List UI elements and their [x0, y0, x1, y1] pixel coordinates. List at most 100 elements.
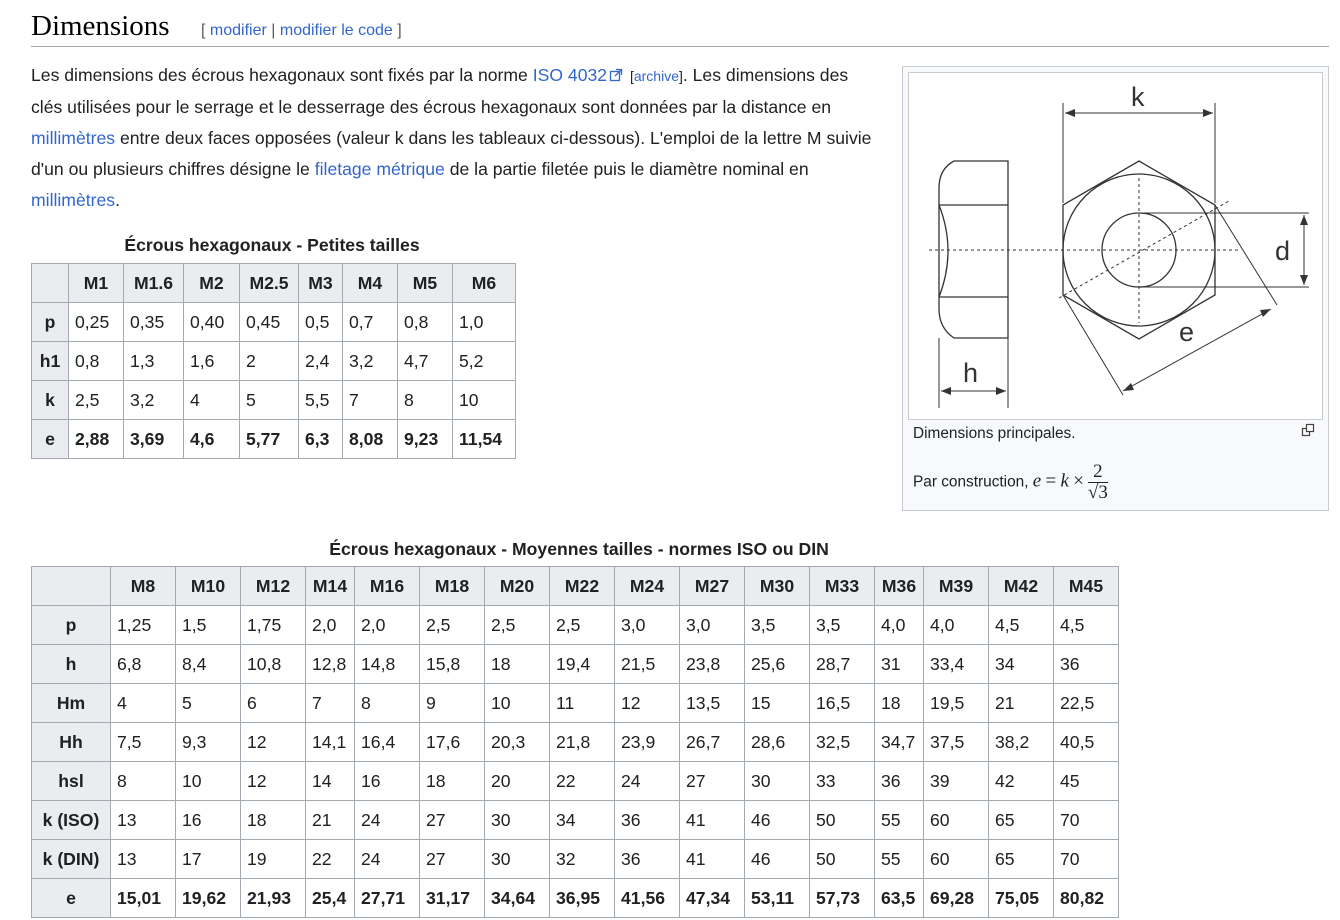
table-cell: 14,8 — [354, 644, 420, 684]
table-cell: 36 — [874, 761, 924, 801]
table-cell: 41 — [679, 800, 745, 840]
row-header: hsl — [31, 761, 111, 801]
table-cell: 8 — [354, 683, 420, 723]
edit-link[interactable]: modifier — [209, 22, 267, 39]
archive-link-wrapper: [archive] — [630, 68, 683, 84]
table-cell: 12 — [240, 722, 306, 762]
table-row: e 2,88 3,69 4,6 5,77 6,3 8,08 9,23 11,54 — [31, 419, 516, 459]
millimetres-link-1[interactable]: millimètres — [31, 128, 116, 148]
column-header: M16 — [354, 566, 420, 606]
archive-link[interactable]: archive — [633, 68, 679, 84]
table-cell: 46 — [744, 839, 810, 879]
table-cell: 0,40 — [183, 302, 240, 342]
table-cell: 18 — [419, 761, 485, 801]
table-cell: 20 — [484, 761, 550, 801]
table-cell: 16,5 — [809, 683, 875, 723]
intro-paragraph: Les dimensions des écrous hexagonaux son… — [31, 60, 876, 216]
table-cell: 60 — [923, 800, 989, 840]
table-cell: 1,3 — [123, 341, 184, 381]
row-header: Hm — [31, 683, 111, 723]
table-row: e 15,01 19,62 21,93 25,4 27,71 31,17 34,64 36,95… — [31, 878, 1119, 918]
nut-diagram[interactable]: k d e h — [908, 72, 1323, 420]
table-cell: 3,0 — [614, 605, 680, 645]
table-cell: 28,6 — [744, 722, 810, 762]
table-cell: 0,8 — [397, 302, 453, 342]
table-row: k (DIN) 13 17 19 22 24 27 30 32 36 41 46 50 55 60 65 70 — [31, 839, 1119, 879]
table-cell: 24 — [354, 839, 420, 879]
table-cell: 69,28 — [923, 878, 989, 918]
table-medium: M8 M10 M12 M14 M16 M18 M20 M22 M24 M27 M30 M33 M36 M3… — [31, 566, 1119, 918]
table-cell: 57,73 — [809, 878, 875, 918]
enlarge-icon[interactable] — [1301, 423, 1315, 437]
edit-links: [ modifier | modifier le code ] — [201, 22, 402, 40]
table-cell: 11 — [549, 683, 615, 723]
intro-text-4: de la partie filetée puis le diamètre no… — [444, 159, 809, 179]
table-cell: 1,75 — [240, 605, 306, 645]
table-cell: 8 — [397, 380, 453, 420]
formula-prefix: Par construction, — [913, 473, 1033, 491]
table-cell: 2,4 — [298, 341, 343, 381]
column-header: M24 — [614, 566, 680, 606]
table-cell: 55 — [874, 800, 924, 840]
millimetres-link-2[interactable]: millimètres — [31, 190, 116, 210]
table-cell: 5,5 — [298, 380, 343, 420]
table-cell: 13 — [110, 800, 176, 840]
table-cell: 5,77 — [239, 419, 299, 459]
edit-bracket-close: ] — [397, 22, 402, 39]
table-small: M1 M1.6 M2 M2.5 M3 M4 M5 M6 p 0,25 0,35 0,40 0,45 0,… — [31, 263, 516, 459]
table-cell: 65 — [988, 839, 1054, 879]
filetage-metrique-link[interactable]: filetage métrique — [314, 159, 445, 179]
column-header: M12 — [240, 566, 306, 606]
table-cell: 5 — [239, 380, 299, 420]
table-row: hsl 8 10 12 14 16 18 20 22 24 27 30 33 36 39 42 45 — [31, 761, 1119, 801]
label-k: k — [1131, 82, 1145, 112]
edit-code-link[interactable]: modifier le code — [279, 22, 393, 39]
table-cell: 37,5 — [923, 722, 989, 762]
table-cell: 13,5 — [679, 683, 745, 723]
table-row: p 0,25 0,35 0,40 0,45 0,5 0,7 0,8 1,0 — [31, 302, 516, 342]
table-cell: 21 — [305, 800, 355, 840]
table-cell: 9,23 — [397, 419, 453, 459]
iso-4032-link[interactable]: ISO 4032 — [532, 65, 608, 85]
table-cell: 25,4 — [305, 878, 355, 918]
table-cell: 15 — [744, 683, 810, 723]
table-cell: 39 — [923, 761, 989, 801]
formula-fraction: 2 √3 — [1087, 462, 1108, 503]
column-header: M2 — [183, 263, 240, 303]
table-cell: 33 — [809, 761, 875, 801]
table-cell: 63,5 — [874, 878, 924, 918]
table-cell: 41,56 — [614, 878, 680, 918]
table-cell: 2 — [239, 341, 299, 381]
column-header: M10 — [175, 566, 241, 606]
column-header: M1 — [68, 263, 124, 303]
table-row: k 2,5 3,2 4 5 5,5 7 8 10 — [31, 380, 516, 420]
table-cell: 10 — [175, 761, 241, 801]
table-cell: 42 — [988, 761, 1054, 801]
table-cell: 6,8 — [110, 644, 176, 684]
table-cell: 46 — [744, 800, 810, 840]
table-cell: 4 — [183, 380, 240, 420]
column-header: M20 — [484, 566, 550, 606]
table-cell: 15,01 — [110, 878, 176, 918]
table-cell: 38,2 — [988, 722, 1054, 762]
formula-e: e — [1032, 470, 1042, 492]
table-cell: 7 — [342, 380, 398, 420]
table-cell: 2,5 — [484, 605, 550, 645]
column-header: M5 — [397, 263, 453, 303]
row-header: e — [31, 878, 111, 918]
edit-bracket-open: [ — [201, 22, 206, 39]
table-medium-caption: Écrous hexagonaux - Moyennes tailles - n… — [329, 539, 829, 559]
table-cell: 2,88 — [68, 419, 124, 459]
table-cell: 7,5 — [110, 722, 176, 762]
table-cell: 0,45 — [239, 302, 299, 342]
table-row: h1 0,8 1,3 1,6 2 2,4 3,2 4,7 5,2 — [31, 341, 516, 381]
table-cell: 30 — [744, 761, 810, 801]
table-cell: 19,62 — [175, 878, 241, 918]
column-header: M4 — [342, 263, 398, 303]
column-header: M33 — [809, 566, 875, 606]
table-cell: 2,0 — [354, 605, 420, 645]
intro-text-2: . Les dimensions des clés utilisées pour… — [31, 65, 849, 117]
table-cell: 19,5 — [923, 683, 989, 723]
table-cell: 70 — [1053, 800, 1119, 840]
row-header: h1 — [31, 341, 69, 381]
